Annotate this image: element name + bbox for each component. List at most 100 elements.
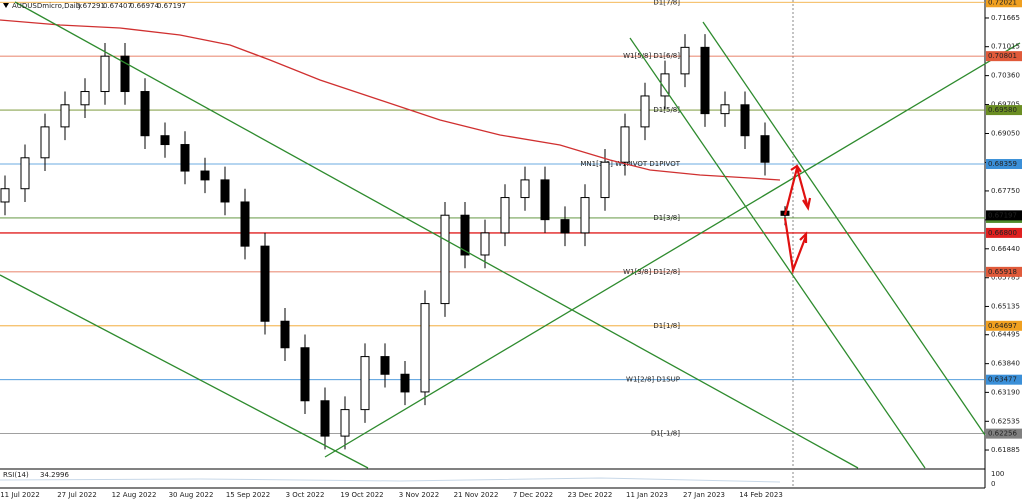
level-name: W1[5/8] D1[6/8] (623, 52, 680, 60)
candle-body (720, 104, 730, 115)
x-tick-label: 15 Sep 2022 (226, 491, 270, 499)
ohlc-value: 0.66974 (130, 2, 159, 10)
level-price: 0.70801 (988, 52, 1017, 60)
candle-body (580, 197, 590, 234)
trend-lines (0, 1, 1021, 469)
candle-body (660, 73, 670, 97)
level-price-box (986, 266, 1022, 277)
time-axis: 11 Jul 2022 27 Jul 2022 12 Aug 2022 30 Aug … (0, 491, 783, 499)
candle-body (360, 356, 370, 411)
level-name: D1[5/8] (653, 106, 680, 114)
rsi-pane: RSI(14) 34.2996 100 0 (0, 470, 1004, 488)
y-tick-label: 0.67750 (991, 187, 1020, 195)
level-price-box (986, 227, 1022, 238)
moving-average (0, 19, 781, 181)
arrow-head (790, 164, 802, 173)
trend-line (14, 1, 859, 469)
candle-body (300, 347, 310, 402)
y-tick-label: 0.71015 (991, 43, 1020, 51)
candles (0, 34, 790, 450)
y-tick-label: 0.63840 (991, 360, 1020, 368)
y-tick-label: 0.62535 (991, 417, 1020, 425)
level-name: W1[3/8] D1[2/8] (623, 268, 680, 276)
level-price-box (986, 51, 1022, 62)
y-tick-label: 0.65135 (991, 302, 1020, 310)
candle-body (440, 214, 450, 305)
x-tick-label: 12 Aug 2022 (112, 491, 157, 499)
rsi-name: RSI(14) (3, 471, 29, 479)
candle-body (280, 320, 290, 349)
candle-body (240, 201, 250, 247)
level-price: 0.66800 (988, 229, 1017, 237)
candle-body (20, 157, 30, 190)
x-tick-label: 30 Aug 2022 (169, 491, 214, 499)
y-tick-label: 0.65785 (991, 274, 1020, 282)
candle-body (160, 135, 170, 146)
ohlc-value: 0.67291 (76, 2, 105, 10)
level-price-box (986, 159, 1022, 170)
rsi-tick-label: 0 (991, 480, 995, 488)
rsi-line (0, 477, 781, 483)
x-tick-label: 23 Dec 2022 (568, 491, 613, 499)
arrow (783, 163, 810, 216)
candle-body (220, 179, 230, 203)
level-name: D1[3/8] (653, 214, 680, 222)
candle-body (480, 232, 490, 256)
candle-body (40, 126, 50, 159)
y-tick-label: 0.61885 (991, 446, 1020, 454)
candle-body (0, 188, 10, 203)
candle-body (460, 214, 470, 256)
level-price: 0.63477 (988, 376, 1017, 384)
candle-body (700, 46, 710, 115)
candle-body (120, 55, 130, 93)
x-tick-label: 21 Nov 2022 (454, 491, 499, 499)
candle-body (80, 91, 90, 106)
candle-body (560, 219, 570, 234)
level-price: 0.62256 (988, 430, 1017, 438)
x-tick-label: 27 Jan 2023 (683, 491, 725, 499)
candle-body (520, 179, 530, 199)
y-tick-label: 0.71665 (991, 14, 1020, 22)
current-price: 0.67197 (988, 211, 1017, 219)
y-tick-label: 0.69705 (991, 101, 1020, 109)
y-tick-label: 0.66440 (991, 245, 1020, 253)
x-tick-label: 14 Feb 2023 (739, 491, 783, 499)
x-tick-label: 7 Dec 2022 (513, 491, 553, 499)
ohlc-value: 0.67197 (157, 2, 186, 10)
level-price-box (986, 0, 1022, 8)
level-name: D1[7/8] (653, 0, 680, 6)
x-tick-label: 3 Oct 2022 (286, 491, 325, 499)
level-name: W1[2/8] D1SUP (626, 376, 680, 384)
candle-body (140, 91, 150, 137)
level-price: 0.72021 (988, 0, 1017, 6)
arrow-head (799, 231, 808, 243)
trend-line (324, 42, 1021, 458)
x-tick-label: 3 Nov 2022 (399, 491, 439, 499)
levels: D1[7/8] W1[5/8] D1[6/8] D1[5/8] MN1[3/8] W1… (0, 0, 985, 438)
candle-body (60, 104, 70, 128)
level-price-box (986, 428, 1022, 439)
candle-body (740, 104, 750, 137)
trend-line (629, 37, 926, 469)
candle-body (180, 144, 190, 172)
candle-body (340, 409, 350, 437)
candle-body (760, 135, 770, 163)
price-axis: 0.71665 0.71015 0.70360 0.69705 0.69050 0.683… (985, 0, 1022, 454)
rsi-value: 34.2996 (40, 471, 69, 479)
x-tick-label: 11 Jul 2022 (0, 491, 40, 499)
level-name: MN1[3/8] W1PIVOT D1PIVOT (580, 160, 680, 168)
menu-triangle[interactable] (3, 3, 9, 8)
trend-line (702, 21, 986, 436)
symbol: AUDUSDmicro,Daily (12, 2, 82, 10)
level-price-box (986, 105, 1022, 116)
level-name: D1[1/8] (653, 322, 680, 330)
arrows (783, 163, 812, 275)
candle-body (380, 356, 390, 375)
x-tick-label: 19 Oct 2022 (340, 491, 383, 499)
y-tick-label: 0.69050 (991, 129, 1020, 137)
candle-body (600, 161, 610, 199)
y-tick-label: 0.63190 (991, 388, 1020, 396)
arrow (783, 217, 808, 275)
level-price: 0.65918 (988, 268, 1017, 276)
